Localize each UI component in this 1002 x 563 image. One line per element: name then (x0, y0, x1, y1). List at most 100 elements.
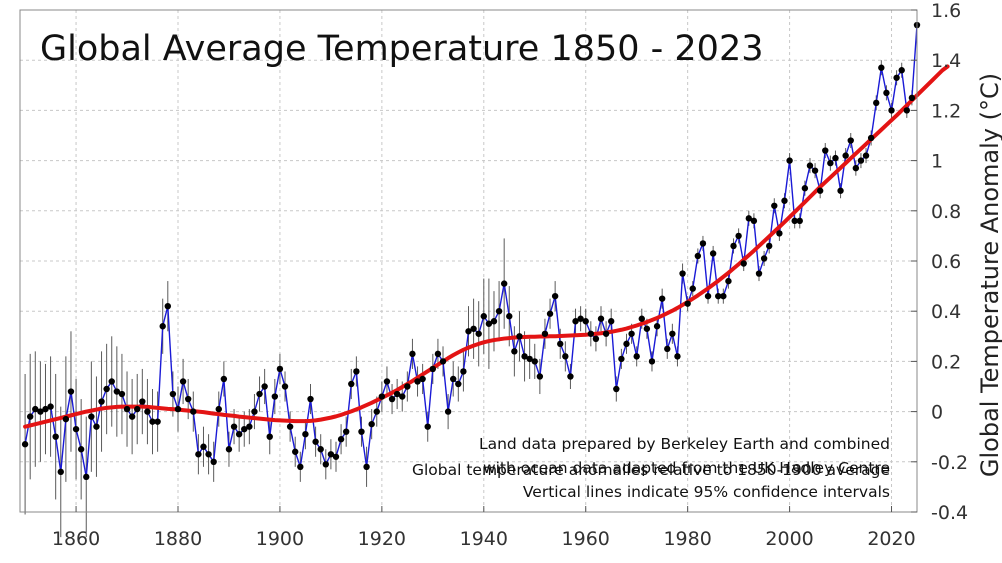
data-point (480, 313, 487, 320)
data-point (888, 107, 895, 114)
data-point (878, 64, 885, 71)
data-point (317, 446, 324, 453)
data-point (266, 433, 273, 440)
data-point (506, 313, 513, 320)
data-point (608, 318, 615, 325)
data-point (633, 353, 640, 360)
data-point (281, 383, 289, 390)
y-tick-label: 0.6 (931, 251, 961, 273)
data-point (159, 323, 166, 330)
data-point (429, 365, 437, 373)
x-tick-label: 1880 (154, 528, 202, 550)
data-point (811, 167, 819, 174)
data-point (271, 393, 279, 400)
data-point (791, 217, 798, 225)
y-tick-label: -0.2 (931, 452, 968, 474)
trend-layer (23, 64, 950, 429)
data-point (57, 468, 64, 476)
data-point (128, 413, 136, 420)
data-point (898, 67, 905, 74)
y-axis-label: Global Temperature Anomaly (°C) (976, 73, 1002, 477)
data-point (582, 318, 589, 325)
annotation-source-1: Land data prepared by Berkeley Earth and… (479, 435, 890, 453)
data-point (551, 292, 559, 300)
data-point (174, 405, 182, 413)
data-point (77, 446, 85, 453)
x-tick-label: 2020 (867, 528, 915, 550)
data-point (908, 94, 916, 102)
data-point (190, 408, 197, 415)
x-axis: 1860 1880 1900 1920 1940 1960 1980 2000 2020 (52, 506, 916, 550)
data-point (378, 393, 386, 400)
data-point (903, 107, 911, 114)
data-point (52, 433, 59, 440)
data-point (500, 280, 508, 287)
y-tick-label: 0.8 (931, 201, 961, 223)
data-point (470, 325, 477, 332)
x-tick-label: 1960 (562, 528, 610, 550)
data-point (577, 315, 584, 322)
data-point (475, 330, 482, 337)
data-point (368, 420, 375, 428)
data-point (256, 390, 263, 398)
data-point (669, 330, 676, 337)
data-point (613, 385, 620, 393)
y-tick-label: 0.2 (931, 351, 961, 373)
data-point (118, 390, 126, 398)
data-point (144, 408, 151, 415)
data-point (715, 292, 722, 300)
data-point (32, 405, 39, 413)
data-point (235, 430, 243, 438)
data-point (388, 395, 396, 403)
data-point (103, 385, 110, 393)
data-point (404, 383, 411, 390)
y-tick-label: 1.2 (931, 100, 961, 122)
chart-title: Global Average Temperature 1850 - 2023 (40, 29, 763, 69)
data-point (434, 350, 442, 358)
x-tick-label: 2000 (765, 528, 813, 550)
data-point (485, 320, 493, 327)
data-point (822, 147, 829, 154)
data-point (546, 310, 554, 317)
data-point (658, 295, 666, 302)
data-point (572, 318, 579, 325)
data-point (230, 423, 238, 430)
data-point (490, 318, 498, 325)
data-point (373, 408, 380, 415)
data-point (455, 380, 462, 388)
x-tick-label: 1860 (52, 528, 100, 550)
data-point (42, 405, 49, 413)
data-point (26, 413, 34, 420)
data-point (771, 202, 778, 209)
data-point (322, 461, 329, 468)
data-point (154, 418, 161, 425)
data-point (832, 154, 839, 162)
y-tick-label: 1.4 (931, 50, 961, 72)
data-point (618, 355, 625, 363)
data-point (276, 365, 284, 373)
data-point (725, 277, 732, 285)
y-tick-label: 0.4 (931, 301, 961, 323)
data-point (327, 451, 335, 458)
data-point (419, 375, 426, 383)
data-point (383, 378, 391, 385)
x-tick-label: 1900 (256, 528, 304, 550)
data-point (648, 358, 656, 365)
data-point (816, 187, 824, 194)
data-point (88, 413, 95, 420)
data-point (801, 185, 809, 192)
data-point (342, 428, 350, 435)
data-point (755, 270, 763, 277)
data-point (205, 451, 212, 458)
data-point (108, 378, 115, 385)
x-tick-label: 1920 (358, 528, 406, 550)
data-point (297, 463, 304, 471)
data-point (225, 446, 233, 453)
data-point (883, 89, 890, 97)
data-point (337, 436, 345, 443)
data-point (414, 378, 421, 385)
data-point (862, 152, 870, 159)
data-point (765, 242, 773, 250)
data-point (587, 330, 595, 337)
